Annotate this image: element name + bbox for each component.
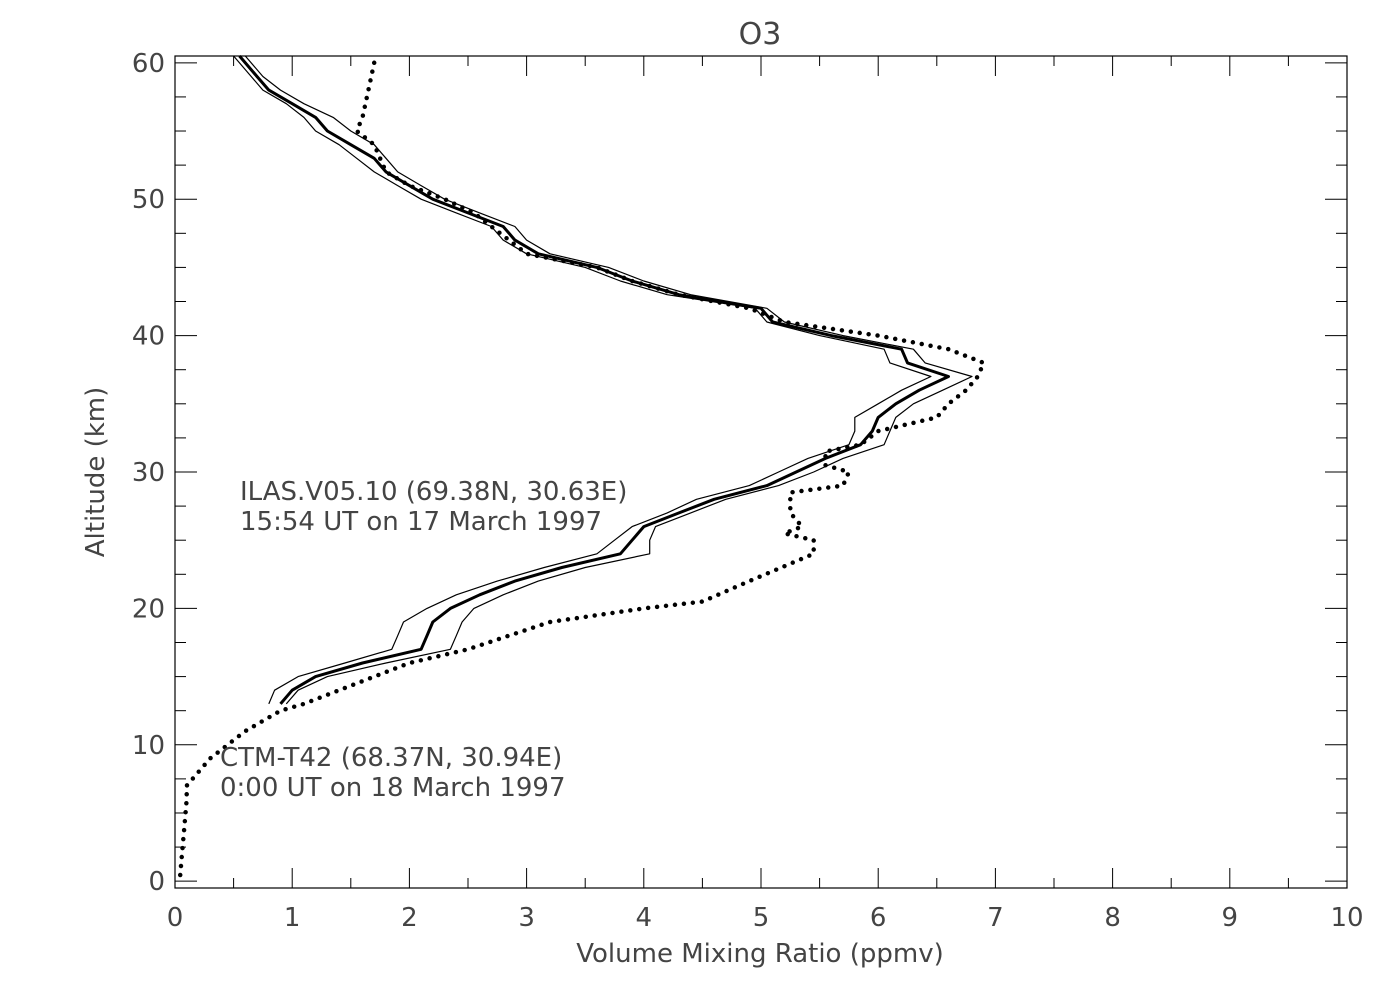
series-layer [177,55,986,884]
y-tick-label: 0 [148,867,165,897]
chart-title: O3 [739,17,782,52]
ticks-layer: 0 1 2 3 4 5 6 7 8 9 10 0 10 20 30 40 50 60 [132,49,1364,933]
annotations-layer: ILAS.V05.10 (69.38N, 30.63E)15:54 UT on … [220,477,627,803]
series-line-dotted-3 [177,60,986,884]
annotation-line: CTM-T42 (68.37N, 30.94E) [220,743,562,773]
x-tick-label: 7 [987,903,1004,933]
plot-frame [174,55,1348,889]
y-tick-label: 20 [132,594,165,624]
y-tick-label: 60 [132,49,165,79]
x-axis-label: Volume Mixing Ratio (ppmv) [576,939,944,969]
y-tick-label: 50 [132,185,165,215]
x-tick-label: 6 [870,903,887,933]
x-tick-label: 2 [401,903,418,933]
y-tick-label: 10 [132,731,165,761]
y-tick-label: 30 [132,458,165,488]
annotation-line: 15:54 UT on 17 March 1997 [240,507,602,537]
x-tick-label: 9 [1222,903,1239,933]
x-tick-label: 0 [167,903,184,933]
series-line-thin-solid-1 [244,55,973,705]
x-tick-label: 3 [518,903,535,933]
annotation-line: 0:00 UT on 18 March 1997 [220,773,566,803]
annotation-line: ILAS.V05.10 (69.38N, 30.63E) [240,477,627,507]
series-line-thin-solid-2 [233,55,932,705]
y-axis-label: Altitude (km) [81,387,111,558]
x-tick-label: 8 [1104,903,1121,933]
y-tick-label: 40 [132,322,165,352]
x-tick-label: 1 [284,903,301,933]
series-line-thick-solid-0 [238,55,950,705]
x-tick-label: 10 [1330,903,1363,933]
x-tick-label: 5 [753,903,770,933]
x-tick-label: 4 [636,903,653,933]
